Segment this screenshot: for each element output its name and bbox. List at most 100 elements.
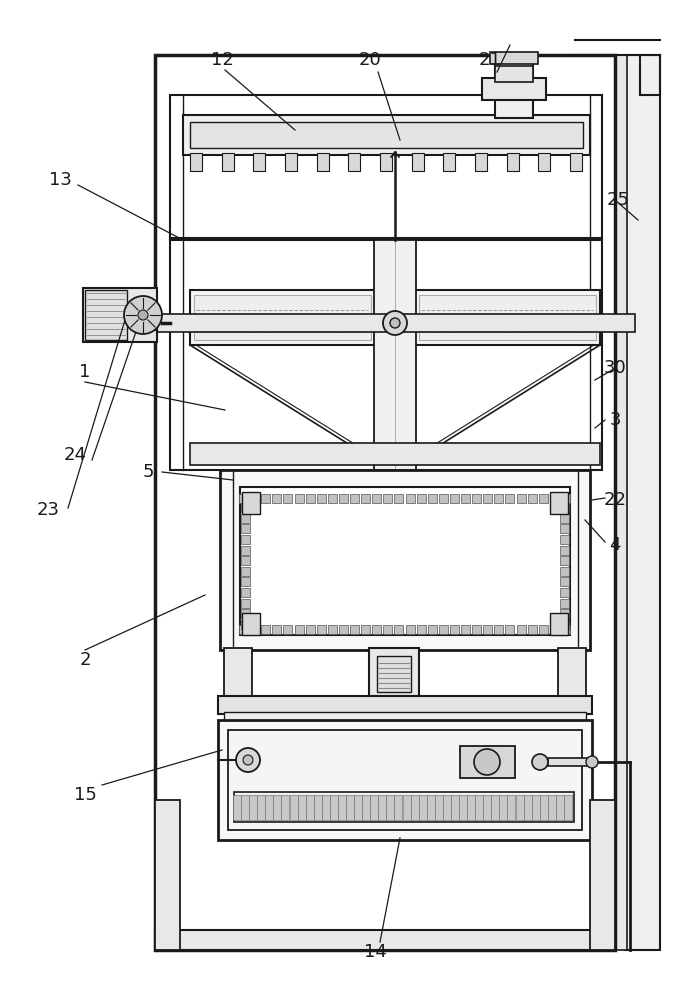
Bar (428, 494, 437, 503)
Bar (495, 66, 533, 82)
Bar (242, 492, 260, 514)
Bar (528, 494, 537, 503)
Bar (570, 153, 582, 171)
Bar (155, 55, 615, 950)
Bar (483, 625, 493, 634)
Bar (190, 290, 375, 345)
Bar (241, 599, 250, 608)
Bar (450, 494, 459, 503)
Bar (241, 503, 250, 512)
Bar (403, 795, 411, 820)
Bar (317, 625, 326, 634)
Bar (284, 494, 293, 503)
Bar (550, 492, 568, 514)
Bar (540, 795, 548, 820)
Bar (85, 290, 127, 340)
Bar (416, 494, 426, 503)
Bar (222, 153, 234, 171)
Bar (560, 503, 569, 512)
Bar (224, 712, 586, 722)
Bar (228, 730, 582, 830)
Bar (306, 494, 315, 503)
Bar (339, 494, 348, 503)
Bar (532, 795, 540, 820)
Bar (338, 795, 346, 820)
Bar (241, 577, 250, 586)
Bar (254, 153, 265, 171)
Bar (250, 494, 259, 503)
Bar (374, 240, 416, 470)
Text: 15: 15 (74, 786, 96, 804)
Bar (241, 535, 250, 544)
Text: 5: 5 (142, 463, 154, 481)
Bar (362, 795, 370, 820)
Bar (348, 153, 361, 171)
Bar (328, 494, 337, 503)
Bar (354, 795, 362, 820)
Bar (459, 795, 467, 820)
Text: 24: 24 (63, 446, 87, 464)
Bar (428, 625, 437, 634)
Bar (560, 620, 569, 629)
Circle shape (124, 296, 162, 334)
Bar (372, 494, 381, 503)
Bar (556, 795, 564, 820)
Bar (234, 792, 574, 822)
Bar (297, 795, 306, 820)
Bar (155, 314, 635, 332)
Bar (419, 295, 596, 340)
Bar (560, 599, 569, 608)
Circle shape (474, 749, 500, 775)
Bar (508, 795, 515, 820)
Text: 2: 2 (79, 651, 91, 669)
Bar (517, 625, 526, 634)
Bar (261, 494, 270, 503)
Bar (451, 795, 459, 820)
Bar (361, 494, 370, 503)
Bar (241, 556, 250, 565)
Bar (405, 494, 414, 503)
Bar (615, 55, 627, 950)
Bar (507, 153, 519, 171)
Bar (560, 588, 569, 597)
Bar (295, 494, 304, 503)
Bar (370, 795, 379, 820)
Bar (560, 609, 569, 618)
Bar (427, 795, 435, 820)
Text: 1: 1 (79, 363, 91, 381)
Bar (560, 567, 569, 576)
Bar (317, 153, 328, 171)
Bar (483, 494, 493, 503)
Text: 23: 23 (36, 501, 60, 519)
Bar (415, 290, 600, 345)
Bar (386, 795, 394, 820)
Bar (461, 494, 470, 503)
Bar (482, 78, 546, 100)
Bar (224, 648, 252, 700)
Circle shape (236, 748, 260, 772)
Bar (450, 625, 459, 634)
Bar (241, 588, 250, 597)
Bar (328, 625, 337, 634)
Bar (361, 625, 370, 634)
Bar (220, 470, 590, 650)
Text: 21: 21 (479, 51, 502, 69)
Text: 12: 12 (210, 51, 234, 69)
Text: 13: 13 (49, 171, 71, 189)
Bar (239, 494, 248, 503)
Bar (460, 746, 515, 778)
Bar (383, 494, 392, 503)
Bar (306, 795, 314, 820)
Bar (218, 696, 592, 714)
Bar (560, 546, 569, 555)
Bar (350, 494, 359, 503)
Bar (490, 52, 538, 64)
Bar (190, 443, 600, 465)
Bar (561, 625, 570, 634)
Bar (411, 795, 418, 820)
Bar (249, 795, 257, 820)
Bar (377, 656, 411, 692)
Bar (483, 795, 491, 820)
Bar (241, 609, 250, 618)
Bar (289, 795, 297, 820)
